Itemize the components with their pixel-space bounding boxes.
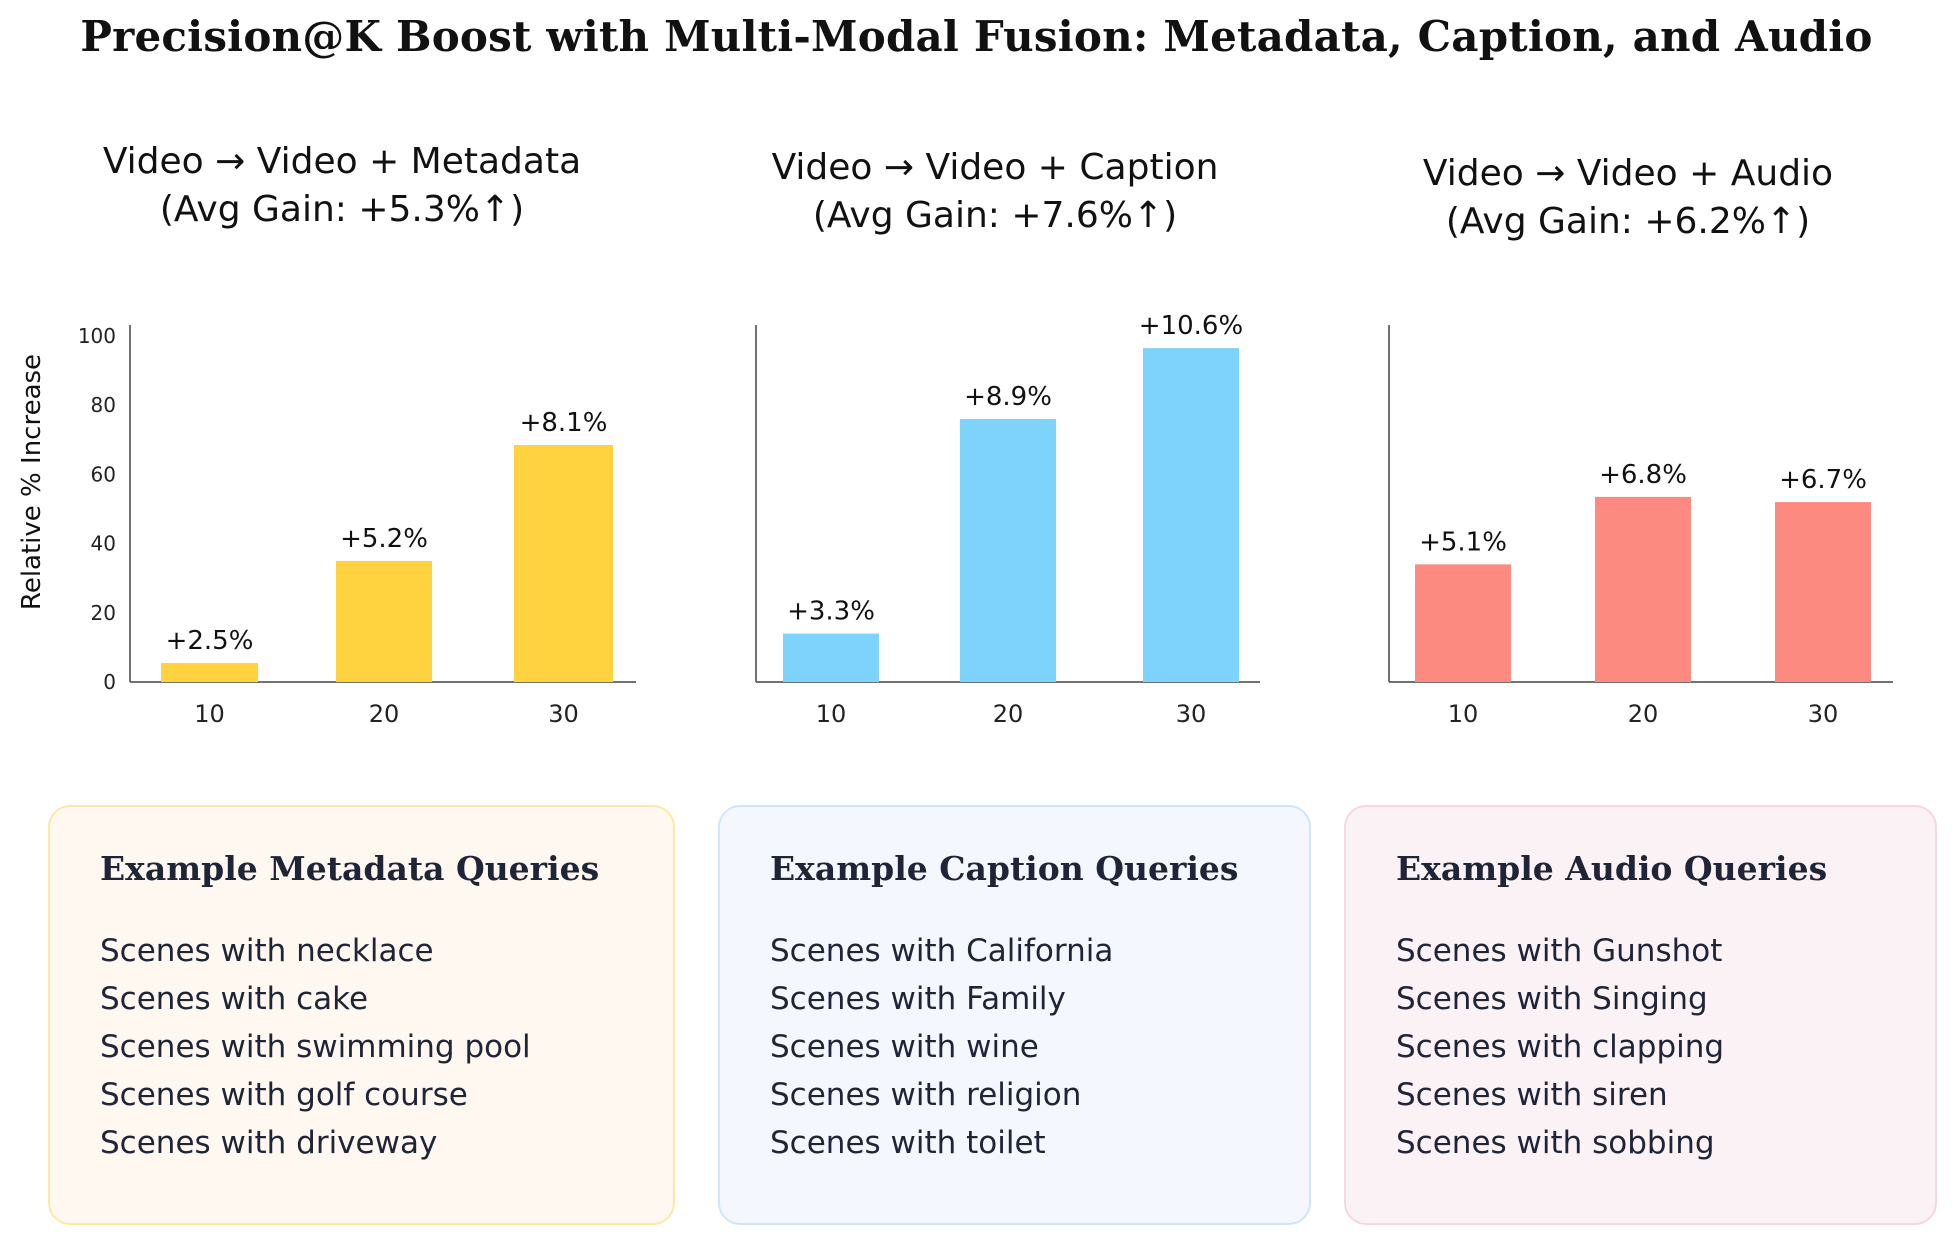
x-tick-label: 20	[1628, 700, 1659, 728]
figure-title: Precision@K Boost with Multi-Modal Fusio…	[80, 12, 1873, 61]
query-item: Scenes with swimming pool	[100, 1029, 531, 1065]
audio-queries-box: Example Audio Queries Scenes with Gunsho…	[1344, 805, 1937, 1225]
bar	[1143, 348, 1239, 682]
x-tick-label: 20	[369, 700, 400, 728]
bar	[783, 633, 879, 682]
query-item: Scenes with religion	[770, 1077, 1082, 1113]
chart-title: Video → Video + Audio	[1423, 153, 1833, 194]
box-title: Example Metadata Queries	[100, 849, 600, 888]
query-item: Scenes with toilet	[770, 1125, 1046, 1161]
bar	[1415, 564, 1511, 682]
y-axis-label: Relative % Increase	[17, 354, 47, 610]
x-tick-label: 30	[1808, 700, 1839, 728]
bar-value-label: +6.8%	[1599, 460, 1687, 490]
bar-value-label: +5.2%	[340, 524, 428, 554]
bar	[960, 419, 1056, 682]
metadata-queries-box: Example Metadata Queries Scenes with nec…	[48, 805, 675, 1225]
y-tick-label: 20	[91, 601, 116, 625]
query-list: Scenes with California Scenes with Famil…	[770, 927, 1113, 1167]
query-item: Scenes with Gunshot	[1396, 933, 1723, 969]
query-item: Scenes with siren	[1396, 1077, 1668, 1113]
query-item: Scenes with driveway	[100, 1125, 438, 1161]
query-item: Scenes with California	[770, 933, 1114, 969]
chart-title: Video → Video + Metadata	[103, 141, 581, 182]
query-item: Scenes with Singing	[1396, 981, 1708, 1017]
bar-value-label: +10.6%	[1139, 311, 1243, 341]
bar-value-label: +6.7%	[1779, 465, 1867, 495]
chart-subtitle: (Avg Gain: +5.3%↑)	[160, 189, 524, 230]
query-item: Scenes with cake	[100, 981, 369, 1017]
charts-svg: Video → Video + Metadata (Avg Gain: +5.3%…	[17, 141, 1893, 728]
bar	[336, 560, 432, 682]
bar-value-label: +8.9%	[964, 382, 1052, 412]
x-tick-label: 10	[194, 700, 225, 728]
x-tick-label: 30	[1176, 700, 1207, 728]
query-item: Scenes with Family	[770, 981, 1066, 1017]
y-tick-label: 0	[103, 670, 116, 694]
box-title: Example Audio Queries	[1396, 849, 1828, 888]
query-list: Scenes with necklace Scenes with cake Sc…	[100, 927, 531, 1167]
query-item: Scenes with clapping	[1396, 1029, 1725, 1065]
bar-value-label: +3.3%	[787, 597, 875, 627]
bar	[1595, 496, 1691, 682]
y-tick-label: 40	[91, 532, 116, 556]
query-list: Scenes with Gunshot Scenes with Singing …	[1396, 927, 1724, 1167]
chart-subtitle: (Avg Gain: +6.2%↑)	[1446, 201, 1810, 242]
bar-value-label: +5.1%	[1419, 527, 1507, 557]
chart-title: Video → Video + Caption	[772, 147, 1219, 188]
bar-value-label: +2.5%	[166, 626, 254, 656]
bar-value-label: +8.1%	[520, 408, 608, 438]
bar	[1775, 502, 1871, 682]
x-tick-label: 10	[816, 700, 847, 728]
bar	[514, 444, 613, 682]
y-tick-label: 60	[91, 462, 116, 486]
query-item: Scenes with sobbing	[1396, 1125, 1715, 1161]
query-item: Scenes with wine	[770, 1029, 1039, 1065]
bar	[161, 662, 258, 682]
chart-subtitle: (Avg Gain: +7.6%↑)	[813, 195, 1177, 236]
query-item: Scenes with golf course	[100, 1077, 468, 1113]
x-tick-label: 20	[993, 700, 1024, 728]
query-item: Scenes with necklace	[100, 933, 434, 969]
y-tick-label: 80	[91, 393, 116, 417]
y-tick-label: 100	[78, 324, 116, 348]
caption-queries-box: Example Caption Queries Scenes with Cali…	[718, 805, 1311, 1225]
x-tick-label: 30	[548, 700, 579, 728]
box-title: Example Caption Queries	[770, 849, 1239, 888]
x-tick-label: 10	[1448, 700, 1479, 728]
